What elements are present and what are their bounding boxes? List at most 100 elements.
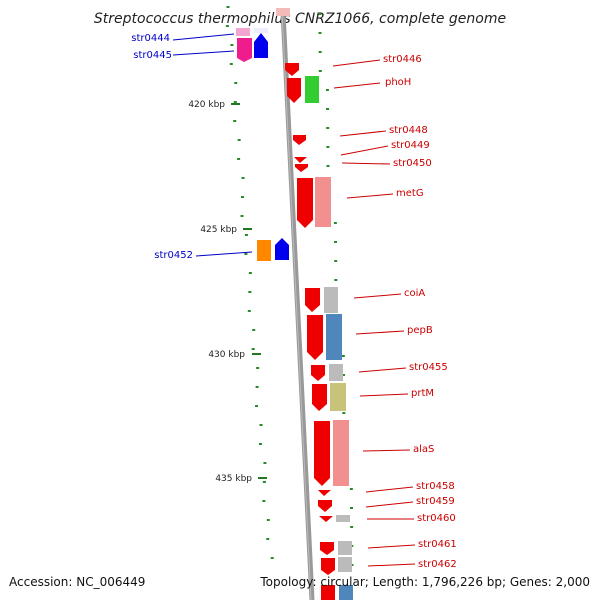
gene-block-orange[interactable] [257,240,271,261]
gene-arrow-red[interactable] [295,164,308,172]
skew-dot [229,63,233,65]
skew-dot [256,367,260,369]
skew-dot [230,44,234,46]
skew-dot [262,481,266,483]
skew-dot [342,374,346,376]
skew-dot [252,329,256,331]
gene-block-olive[interactable] [330,383,346,411]
skew-dot [237,158,241,160]
gene-arrow-red[interactable] [319,516,333,522]
skew-dot [225,25,229,27]
gene-label-alaS[interactable]: alaS [413,444,434,455]
map-title: Streptococcus thermophilus CNRZ1066, com… [94,11,506,27]
gene-arrow-red[interactable] [293,135,306,145]
gene-label-str0448[interactable]: str0448 [389,125,428,136]
skew-dot [259,424,263,426]
scale-tick: 435 kbp [215,474,267,484]
skew-dot [270,557,274,559]
skew-dot [326,108,330,110]
skew-dot [233,120,237,122]
gene-block-grey[interactable] [324,287,338,313]
genome-backbone [280,11,315,600]
skew-dot [318,32,322,34]
gene-label-str0462[interactable]: str0462 [418,559,457,570]
gene-label-str0460[interactable]: str0460 [417,513,456,524]
label-connector [172,50,235,56]
gene-label-str0458[interactable]: str0458 [416,481,455,492]
gene-arrow-red[interactable] [320,542,334,555]
skew-dot [244,234,248,236]
gene-block-blue[interactable] [254,33,268,58]
gene-block-green[interactable] [305,76,319,103]
skew-dot [334,279,338,281]
skew-dot [263,462,267,464]
gene-arrow-red[interactable] [297,178,313,228]
gene-arrow-red[interactable] [312,384,327,411]
gene-label-str0450[interactable]: str0450 [393,158,432,169]
skew-dot [255,386,259,388]
skew-dot [241,177,245,179]
gene-label-coiA[interactable]: coiA [404,288,425,299]
gene-arrow-red[interactable] [287,78,301,103]
gene-block-blue[interactable] [275,238,289,260]
genome-backbone-highlight [281,11,312,600]
label-connector [172,33,235,41]
skew-dot [255,405,259,407]
skew-dot [326,127,330,129]
gene-label-metG[interactable]: metG [396,188,424,199]
scale-tick: 430 kbp [208,350,261,360]
gene-label-phoH[interactable]: phoH [385,77,411,88]
gene-block-salmon[interactable] [333,420,349,486]
gene-block-grey[interactable] [338,557,352,572]
skew-dot [341,355,345,357]
gene-label-str0459[interactable]: str0459 [416,496,455,507]
skew-dot [251,348,255,350]
gene-block-pink[interactable] [237,38,252,62]
gene-label-str0452[interactable]: str0452 [154,250,193,261]
gene-block-steelblue[interactable] [326,314,342,360]
accession-text: Accession: NC_006449 [9,575,145,589]
gene-label-pepB[interactable]: pepB [407,325,433,336]
gene-label-str0455[interactable]: str0455 [409,362,448,373]
skew-dot [333,222,337,224]
gene-label-prtM[interactable]: prtM [411,388,434,399]
skew-dot [240,215,244,217]
gene-arrow-red[interactable] [294,157,307,163]
skew-dot [266,519,270,521]
gene-arrow-red[interactable] [311,365,325,381]
skew-dot [342,412,346,414]
gene-label-str0461[interactable]: str0461 [418,539,457,550]
gene-block-red-partial [321,585,335,600]
gene-block-salmon[interactable] [315,177,331,227]
gene-arrow-red[interactable] [318,490,331,496]
skew-dot [326,146,330,148]
gene-arrow-red[interactable] [314,421,330,486]
gene-block-grey[interactable] [336,515,350,522]
skew-dot [237,139,241,141]
skew-dot [326,165,330,167]
gene-label-str0446[interactable]: str0446 [383,54,422,65]
gene-block-white-top [254,28,268,33]
label-connector [195,251,253,257]
skew-dot [266,538,270,540]
gene-block-grey[interactable] [338,541,352,555]
skew-dot [262,500,266,502]
gene-block-grey[interactable] [329,364,343,381]
gene-arrow-red[interactable] [318,500,332,512]
skew-dot [258,443,262,445]
skew-dot [244,253,248,255]
gene-arrow-red[interactable] [321,558,335,575]
gene-label-str0445[interactable]: str0445 [133,50,172,61]
gene-block-steelblue-partial [339,585,353,600]
skew-dot [334,241,338,243]
gene-arrow-red[interactable] [285,63,299,76]
gene-block-pink-top [236,28,250,36]
scale-tick: 420 kbp [188,100,240,110]
skew-dot [248,272,252,274]
gene-arrow-red[interactable] [305,288,320,312]
gene-label-str0449[interactable]: str0449 [391,140,430,151]
skew-dot [247,310,251,312]
skew-dots-left [225,6,274,559]
gene-label-str0444[interactable]: str0444 [131,33,170,44]
gene-arrow-red[interactable] [307,315,323,360]
